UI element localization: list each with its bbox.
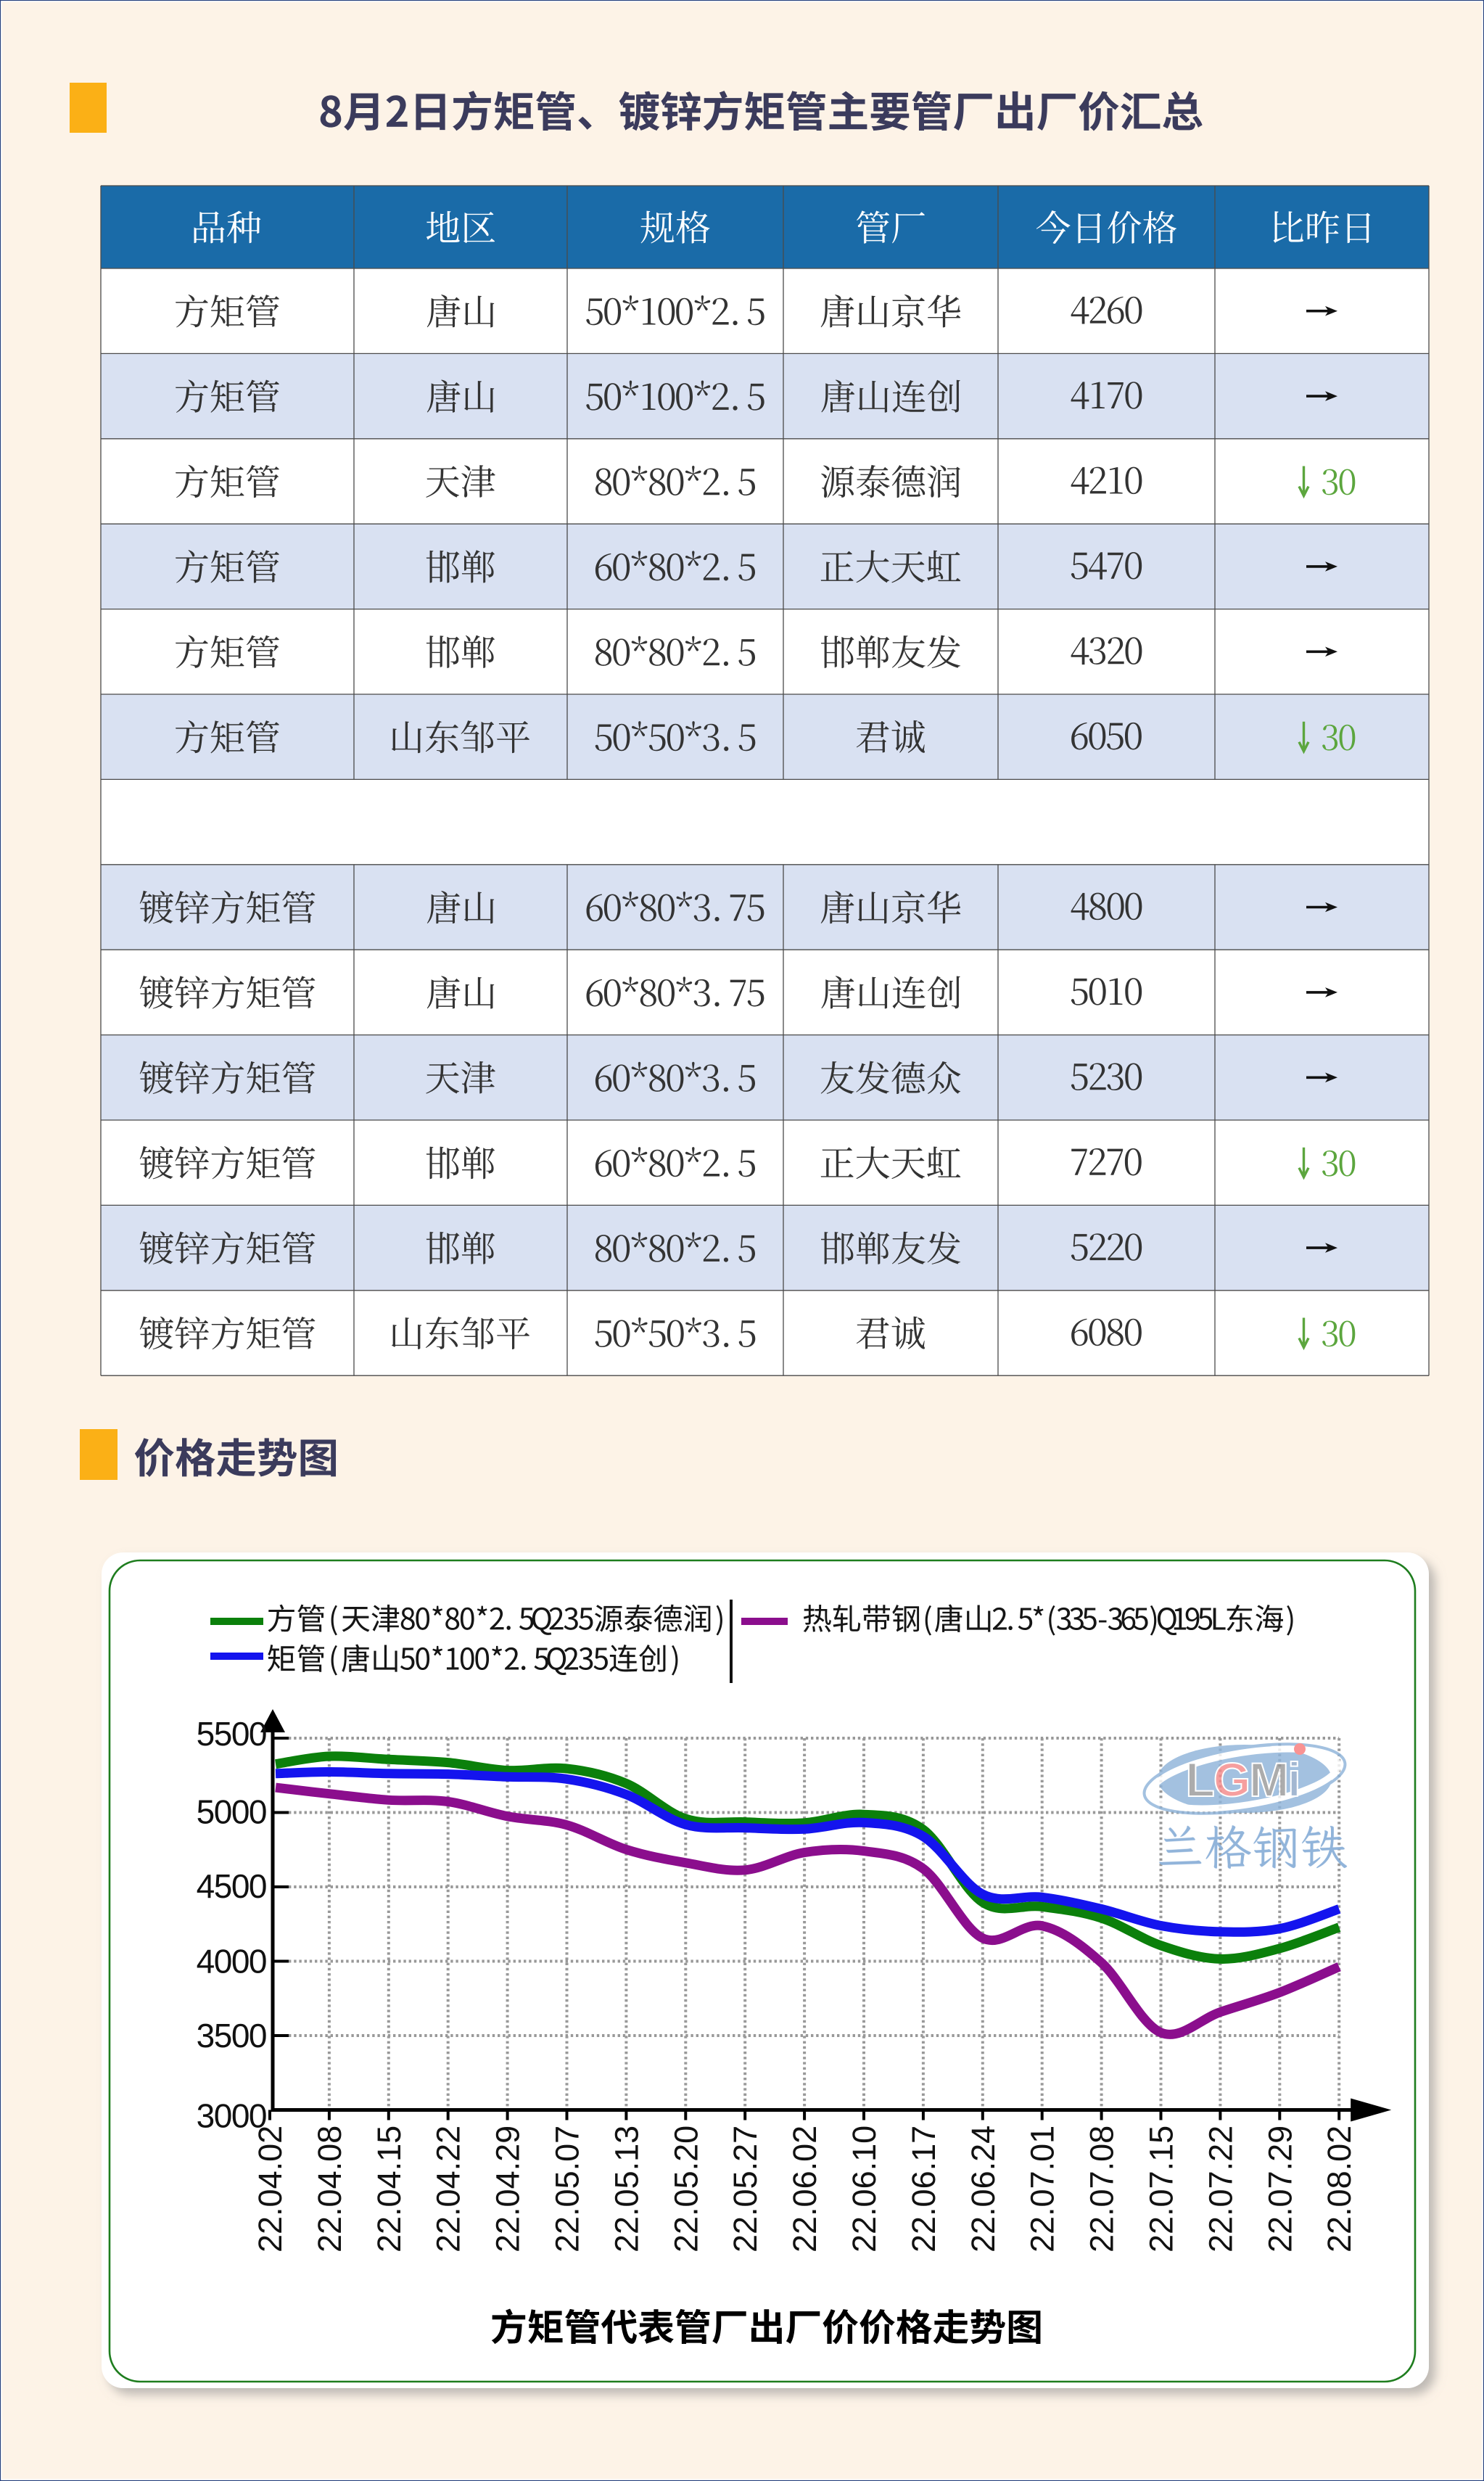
svg-text:5500: 5500 (197, 1715, 266, 1753)
svg-text:4500: 4500 (197, 1867, 266, 1905)
svg-text:3000: 3000 (197, 2097, 266, 2135)
svg-text:22.05.07: 22.05.07 (549, 2126, 586, 2252)
svg-text:22.04.29: 22.04.29 (490, 2126, 527, 2252)
svg-text:LGMi: LGMi (1186, 1753, 1300, 1806)
svg-text:22.07.01: 22.07.01 (1024, 2126, 1061, 2252)
svg-text:22.07.29: 22.07.29 (1261, 2126, 1298, 2252)
svg-text:22.08.02: 22.08.02 (1321, 2126, 1358, 2252)
svg-text:22.07.22: 22.07.22 (1202, 2126, 1239, 2252)
svg-text:22.07.15: 22.07.15 (1143, 2126, 1180, 2252)
svg-text:22.04.15: 22.04.15 (371, 2126, 408, 2252)
svg-text:5000: 5000 (197, 1793, 266, 1831)
svg-text:22.06.10: 22.06.10 (846, 2126, 883, 2252)
svg-text:22.06.02: 22.06.02 (786, 2126, 823, 2252)
svg-text:22.06.17: 22.06.17 (905, 2126, 942, 2252)
svg-text:22.04.22: 22.04.22 (430, 2126, 467, 2252)
svg-text:4000: 4000 (197, 1943, 266, 1980)
svg-text:22.05.27: 22.05.27 (727, 2126, 764, 2252)
svg-text:22.05.13: 22.05.13 (608, 2126, 645, 2252)
svg-text:22.05.20: 22.05.20 (667, 2126, 704, 2252)
svg-text:22.04.02: 22.04.02 (252, 2126, 289, 2252)
svg-text:3500: 3500 (197, 2017, 266, 2054)
svg-text:22.04.08: 22.04.08 (311, 2126, 348, 2252)
svg-text:22.07.08: 22.07.08 (1084, 2126, 1121, 2252)
svg-text:22.06.24: 22.06.24 (965, 2126, 1002, 2252)
